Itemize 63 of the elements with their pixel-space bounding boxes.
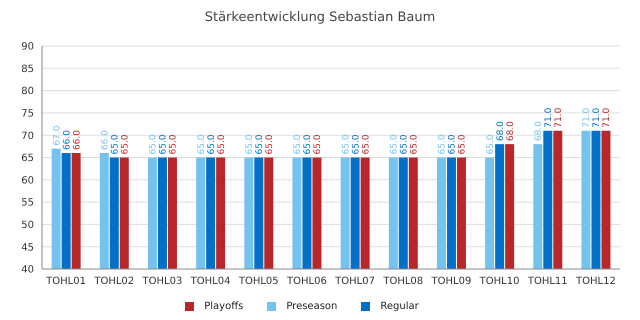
y-tick-label: 65	[21, 153, 34, 164]
data-label: 65.0	[458, 134, 468, 154]
x-tick-label: TOHL12	[575, 276, 616, 288]
legend-label: Preseason	[286, 301, 338, 312]
data-label: 66.0	[100, 130, 110, 150]
data-label: 65.0	[206, 134, 217, 154]
chart-title: Stärkeentwicklung Sebastian Baum	[204, 9, 436, 27]
legend-label: Playoffs	[204, 301, 244, 312]
data-label: 65.0	[361, 134, 372, 154]
y-tick-label: 60	[21, 175, 34, 186]
data-label: 66.0	[62, 130, 72, 150]
x-tick-label: TOHL06	[286, 276, 327, 288]
data-label: 65.0	[293, 134, 304, 154]
data-label: 71.0	[544, 107, 554, 128]
y-tick-label: 90	[21, 42, 34, 53]
x-tick-label: TOHL11	[526, 276, 568, 288]
data-label: 65.0	[254, 134, 265, 154]
data-label: 67.0	[52, 125, 62, 146]
data-label: 65.0	[399, 134, 410, 154]
data-label: 71.0	[602, 107, 612, 128]
data-label: 65.0	[313, 134, 324, 154]
x-tick-label: TOHL03	[142, 276, 182, 288]
data-label: 65.0	[168, 134, 179, 154]
x-tick-label: TOHL04	[190, 276, 230, 288]
data-label: 65.0	[244, 134, 255, 154]
data-label: 65.0	[389, 134, 400, 154]
x-tick-label: TOHL09	[430, 276, 472, 288]
x-tick-label: TOHL05	[238, 276, 279, 288]
data-label: 65.0	[448, 134, 458, 154]
data-label: 65.0	[438, 134, 448, 154]
y-tick-label: 80	[21, 86, 34, 98]
data-label: 68.0	[506, 120, 516, 142]
data-label: 65.0	[120, 134, 130, 154]
y-tick-label: 55	[21, 198, 34, 209]
y-tick-label: 85	[21, 64, 34, 75]
data-label: 65.0	[110, 134, 120, 154]
data-label: 65.0	[196, 134, 207, 154]
data-label: 65.0	[303, 134, 314, 154]
legend-label: Regular	[380, 301, 419, 312]
y-tick-label: 50	[21, 220, 34, 231]
y-tick-label: 40	[21, 264, 34, 276]
x-tick-label: TOHL07	[334, 276, 375, 288]
data-label: 65.0	[409, 134, 420, 154]
data-label: 71.0	[592, 107, 602, 128]
data-label: 68.0	[496, 120, 506, 142]
data-label: 65.0	[341, 134, 352, 154]
data-label: 71.0	[582, 107, 592, 128]
y-tick-label: 70	[21, 130, 34, 142]
data-label: 65.0	[158, 134, 169, 154]
data-label: 65.0	[216, 134, 227, 154]
data-label: 71.0	[554, 107, 564, 128]
x-tick-label: TOHL10	[478, 276, 520, 288]
data-label: 65.0	[264, 134, 275, 154]
x-tick-label: TOHL08	[382, 276, 424, 288]
y-tick-label: 75	[21, 108, 34, 120]
x-tick-label: TOHL01	[45, 276, 86, 288]
x-tick-label: TOHL02	[93, 276, 134, 288]
data-label: 65.0	[351, 134, 362, 154]
data-label: 68.0	[534, 120, 544, 142]
data-label: 65.0	[148, 134, 159, 154]
data-label: 65.0	[486, 134, 496, 154]
y-tick-label: 45	[21, 242, 34, 254]
data-label: 66.0	[72, 130, 82, 150]
